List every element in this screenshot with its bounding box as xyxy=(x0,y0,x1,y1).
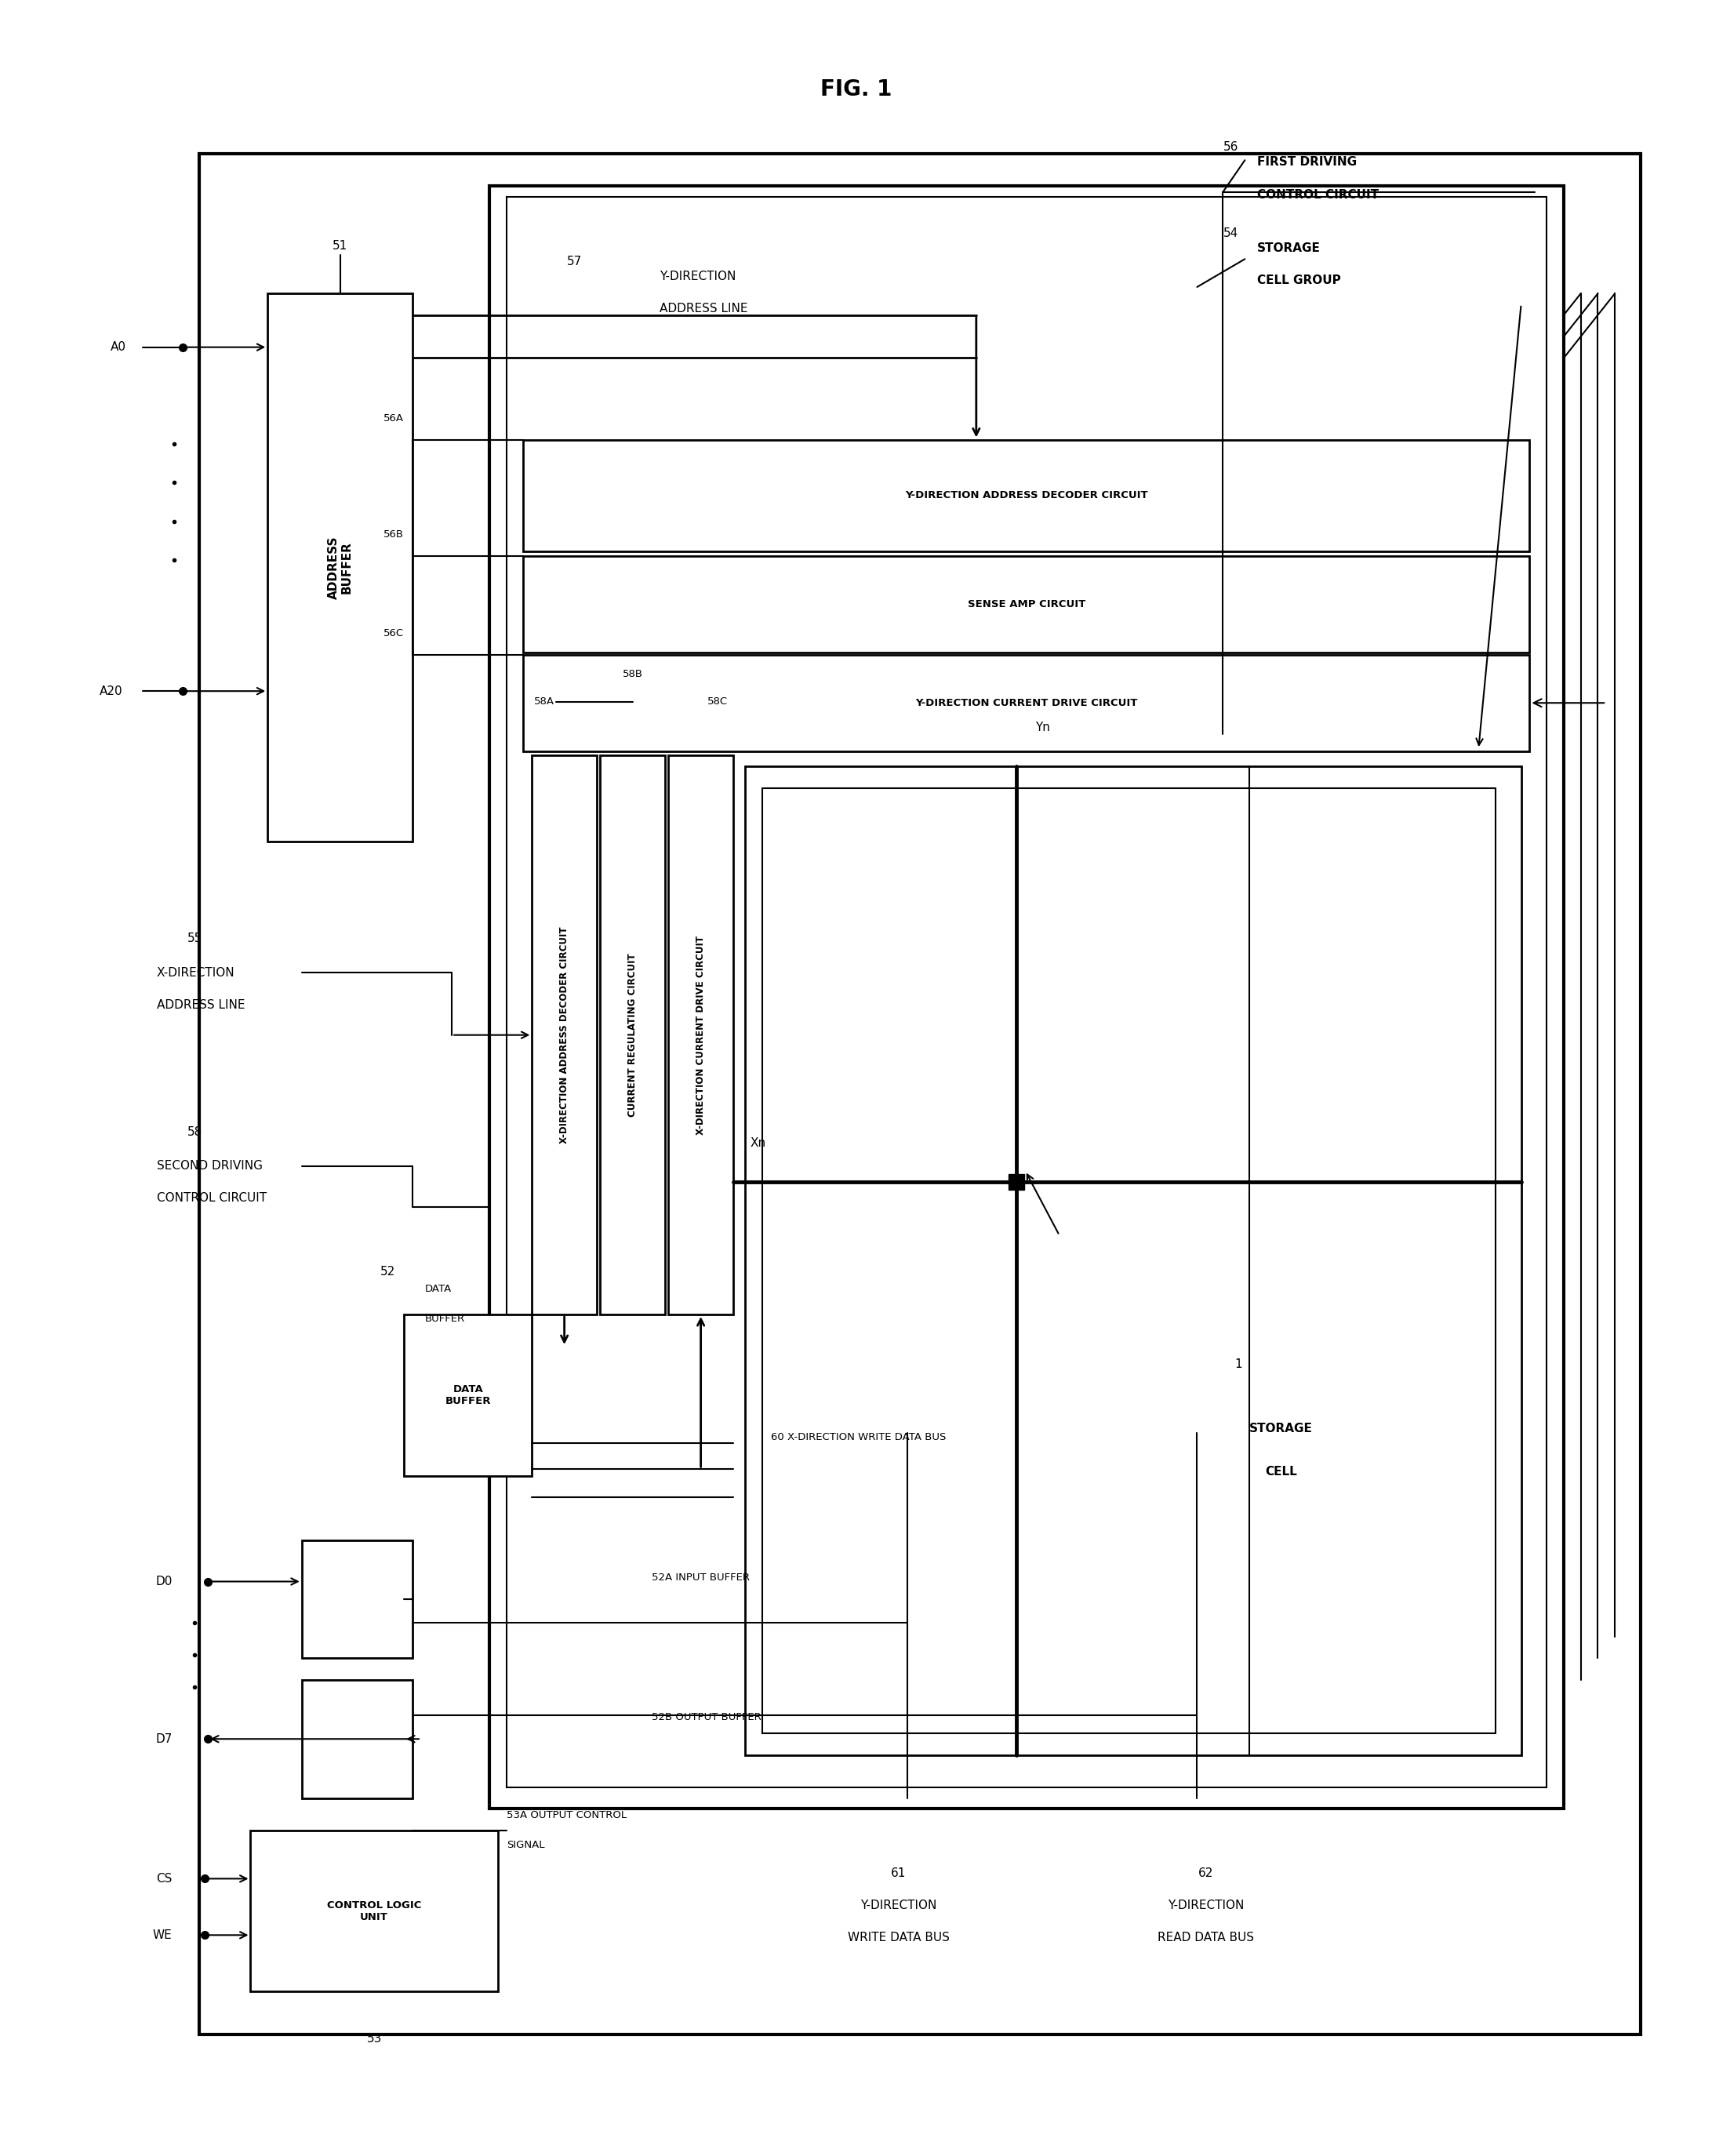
Text: CELL: CELL xyxy=(1265,1466,1298,1477)
Text: 54: 54 xyxy=(1224,226,1239,239)
Bar xyxy=(524,556,1529,653)
Text: 58B: 58B xyxy=(623,668,642,679)
Bar xyxy=(267,293,413,841)
Bar xyxy=(490,185,1563,1809)
Bar xyxy=(532,755,597,1315)
Text: STORAGE: STORAGE xyxy=(1250,1423,1313,1434)
Text: FIG. 1: FIG. 1 xyxy=(820,78,892,99)
Text: SIGNAL: SIGNAL xyxy=(507,1841,544,1850)
Bar xyxy=(199,153,1640,2035)
Text: 56: 56 xyxy=(1224,142,1239,153)
Bar xyxy=(301,1680,413,1798)
Text: 60 X-DIRECTION WRITE DATA BUS: 60 X-DIRECTION WRITE DATA BUS xyxy=(770,1432,947,1442)
Text: 56B: 56B xyxy=(383,528,404,539)
FancyArrowPatch shape xyxy=(414,1039,529,1205)
Text: Y-DIRECTION CURRENT DRIVE CIRCUIT: Y-DIRECTION CURRENT DRIVE CIRCUIT xyxy=(916,699,1138,707)
Text: 58: 58 xyxy=(187,1125,202,1138)
Bar xyxy=(524,655,1529,750)
Text: X-DIRECTION: X-DIRECTION xyxy=(158,966,235,979)
Text: X-DIRECTION CURRENT DRIVE CIRCUIT: X-DIRECTION CURRENT DRIVE CIRCUIT xyxy=(695,936,705,1134)
Text: ADDRESS LINE: ADDRESS LINE xyxy=(659,302,748,315)
Text: 1: 1 xyxy=(1234,1358,1243,1371)
Bar xyxy=(745,765,1522,1755)
Text: 53A OUTPUT CONTROL: 53A OUTPUT CONTROL xyxy=(507,1811,627,1820)
Bar xyxy=(601,755,664,1315)
Text: D7: D7 xyxy=(156,1733,173,1744)
Text: DATA
BUFFER: DATA BUFFER xyxy=(445,1384,491,1406)
Text: 52: 52 xyxy=(380,1266,395,1276)
Text: CS: CS xyxy=(156,1874,173,1884)
Bar xyxy=(507,196,1546,1787)
Text: 52A INPUT BUFFER: 52A INPUT BUFFER xyxy=(651,1572,750,1583)
Bar xyxy=(524,440,1529,552)
Text: WRITE DATA BUS: WRITE DATA BUS xyxy=(847,1932,950,1945)
Text: CONTROL LOGIC
UNIT: CONTROL LOGIC UNIT xyxy=(327,1899,421,1921)
Text: 58C: 58C xyxy=(707,696,728,707)
Text: Y-DIRECTION: Y-DIRECTION xyxy=(861,1899,936,1912)
Text: 55: 55 xyxy=(187,931,202,944)
Text: CONTROL CIRCUIT: CONTROL CIRCUIT xyxy=(1257,190,1378,201)
Text: ADDRESS LINE: ADDRESS LINE xyxy=(158,998,245,1011)
Text: 62: 62 xyxy=(1198,1867,1214,1880)
Text: DATA: DATA xyxy=(425,1283,452,1294)
Text: Y-DIRECTION: Y-DIRECTION xyxy=(659,270,736,282)
Text: A0: A0 xyxy=(110,341,127,354)
Text: FIRST DRIVING: FIRST DRIVING xyxy=(1257,157,1356,168)
Bar xyxy=(250,1830,498,1992)
Text: STORAGE: STORAGE xyxy=(1257,241,1320,254)
Text: BUFFER: BUFFER xyxy=(425,1313,464,1324)
Text: 56A: 56A xyxy=(383,414,404,423)
Text: Xn: Xn xyxy=(750,1136,765,1149)
Text: D0: D0 xyxy=(156,1576,173,1587)
Text: 61: 61 xyxy=(890,1867,906,1880)
Bar xyxy=(668,755,733,1315)
Text: CONTROL CIRCUIT: CONTROL CIRCUIT xyxy=(158,1192,267,1205)
Text: Y-DIRECTION: Y-DIRECTION xyxy=(1168,1899,1245,1912)
Text: 56C: 56C xyxy=(383,627,404,638)
Bar xyxy=(301,1539,413,1658)
Text: 52B OUTPUT BUFFER: 52B OUTPUT BUFFER xyxy=(651,1712,760,1723)
Text: SECOND DRIVING: SECOND DRIVING xyxy=(158,1160,262,1173)
Text: Yn: Yn xyxy=(1036,722,1049,733)
Text: CURRENT REGULATING CIRCUIT: CURRENT REGULATING CIRCUIT xyxy=(628,953,637,1117)
Text: CELL GROUP: CELL GROUP xyxy=(1257,274,1340,287)
Text: READ DATA BUS: READ DATA BUS xyxy=(1157,1932,1253,1945)
Text: WE: WE xyxy=(152,1930,173,1940)
Text: Y-DIRECTION ADDRESS DECODER CIRCUIT: Y-DIRECTION ADDRESS DECODER CIRCUIT xyxy=(906,489,1149,500)
Text: 51: 51 xyxy=(332,239,348,252)
Text: X-DIRECTION ADDRESS DECODER CIRCUIT: X-DIRECTION ADDRESS DECODER CIRCUIT xyxy=(560,927,570,1143)
Text: 57: 57 xyxy=(567,254,582,267)
Text: ADDRESS
BUFFER: ADDRESS BUFFER xyxy=(327,537,353,599)
Text: A20: A20 xyxy=(99,686,123,696)
Bar xyxy=(762,787,1496,1733)
Text: SENSE AMP CIRCUIT: SENSE AMP CIRCUIT xyxy=(967,599,1085,610)
Text: 58A: 58A xyxy=(534,696,555,707)
Text: 53: 53 xyxy=(366,2033,382,2044)
Bar xyxy=(404,1315,532,1475)
